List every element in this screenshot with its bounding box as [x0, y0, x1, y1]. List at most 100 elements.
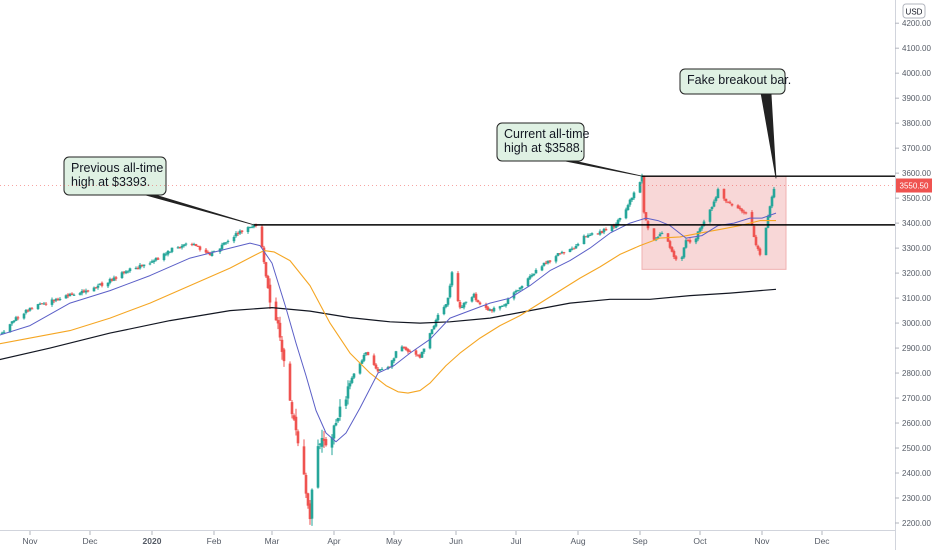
candle-body	[30, 308, 34, 310]
y-tick-label: 3000.00	[902, 319, 931, 328]
candle-body	[472, 293, 476, 297]
candle-body	[418, 354, 422, 358]
candle-body	[624, 209, 628, 219]
candle-body	[712, 201, 716, 207]
candle-body	[668, 241, 672, 248]
candle-body	[276, 320, 280, 324]
candle-body	[44, 303, 48, 305]
candle-body	[190, 244, 194, 246]
candle-body	[302, 446, 306, 475]
fake-breakout-callout: Fake breakout bar.	[679, 68, 791, 179]
x-tick-label: Dec	[814, 536, 830, 546]
candle-body	[420, 351, 424, 358]
candle-body	[562, 252, 566, 254]
candle-body	[366, 352, 370, 356]
currency-badge[interactable]: USD	[902, 3, 926, 19]
candle-body	[632, 192, 636, 199]
candle-body	[502, 305, 506, 307]
candle-body	[446, 297, 450, 305]
y-tick-label: 2700.00	[902, 394, 931, 403]
candle-body	[106, 282, 110, 287]
price-axis[interactable]: 2200.00 2300.00 2400.00 2500.00 2600.00 2700.…	[895, 19, 931, 528]
candle-body	[674, 256, 678, 260]
candle-body	[282, 349, 286, 362]
candle-body	[184, 243, 188, 245]
candle-body	[596, 233, 600, 235]
candle-body	[432, 325, 436, 330]
candle-body	[344, 399, 348, 406]
candle-body	[64, 295, 68, 299]
candle-body	[296, 431, 300, 444]
candle-body	[232, 237, 236, 242]
candle-body	[638, 182, 642, 193]
candle-body	[730, 203, 734, 206]
time-axis[interactable]: Nov Dec 2020 Feb Mar Apr May Jun Jul Aug Sep Oct Nov…	[22, 531, 830, 546]
candle-body	[322, 438, 326, 441]
candle-body	[198, 246, 202, 250]
y-tick-label: 2900.00	[902, 344, 931, 353]
candle-body	[486, 307, 490, 311]
candle-body	[458, 302, 462, 308]
moving-averages	[0, 212, 777, 443]
candle-body	[362, 355, 366, 361]
candle-body	[240, 230, 244, 232]
candle-body	[234, 233, 238, 237]
candle-body	[336, 418, 340, 422]
y-tick-label: 2300.00	[902, 494, 931, 503]
candle-body	[548, 260, 552, 262]
candle-body	[262, 247, 266, 263]
candle-body	[372, 355, 376, 365]
candle-body	[176, 247, 180, 249]
candle-body	[542, 262, 546, 266]
y-tick-label: 3400.00	[902, 219, 931, 228]
candle-body	[226, 240, 230, 242]
candle-body	[744, 212, 748, 214]
candle-body	[670, 247, 674, 252]
candle-body	[530, 275, 534, 277]
x-tick-label: Jun	[449, 536, 463, 546]
candle-body	[380, 368, 384, 370]
candle-body	[26, 310, 30, 312]
candle-body	[444, 304, 448, 307]
candle-body	[164, 253, 168, 255]
candle-body	[584, 236, 588, 238]
y-tick-label: 3900.00	[902, 94, 931, 103]
candle-body	[504, 303, 508, 306]
candle-body	[66, 294, 70, 297]
y-tick-label: 2600.00	[902, 419, 931, 428]
candle-body	[150, 261, 154, 263]
candle-body	[752, 226, 756, 238]
currency-label: USD	[906, 8, 923, 17]
candle-body	[764, 227, 768, 256]
candle-body	[726, 201, 730, 203]
candle-body	[520, 286, 524, 288]
candle-body	[456, 273, 460, 302]
candle-body	[390, 360, 394, 368]
candle-body	[310, 489, 314, 519]
candle-body	[250, 227, 254, 229]
y-tick-label: 4100.00	[902, 44, 931, 53]
candle-body	[534, 269, 538, 274]
candle-body	[268, 284, 272, 303]
candle-body	[58, 298, 62, 300]
x-tick-label: Jul	[511, 536, 522, 546]
candle-body	[50, 299, 54, 305]
candle-body	[642, 175, 646, 213]
candle-body	[448, 285, 452, 298]
horizontal-levels	[254, 175, 895, 226]
candle-body	[476, 300, 480, 303]
candle-body	[98, 283, 102, 285]
candle-body	[500, 306, 504, 308]
candle-body	[736, 205, 740, 209]
candle-body	[204, 249, 208, 253]
callout-text-line: Previous all-time	[71, 161, 163, 175]
candle-body	[772, 188, 776, 198]
candle-body	[556, 253, 560, 256]
x-tick-label: Apr	[327, 536, 340, 546]
candle-body	[768, 206, 772, 218]
candle-body	[192, 243, 196, 245]
candle-body	[688, 240, 692, 243]
last-price-tag: 3550.50	[0, 178, 932, 193]
candle-body	[478, 302, 482, 305]
candle-body	[68, 293, 72, 297]
